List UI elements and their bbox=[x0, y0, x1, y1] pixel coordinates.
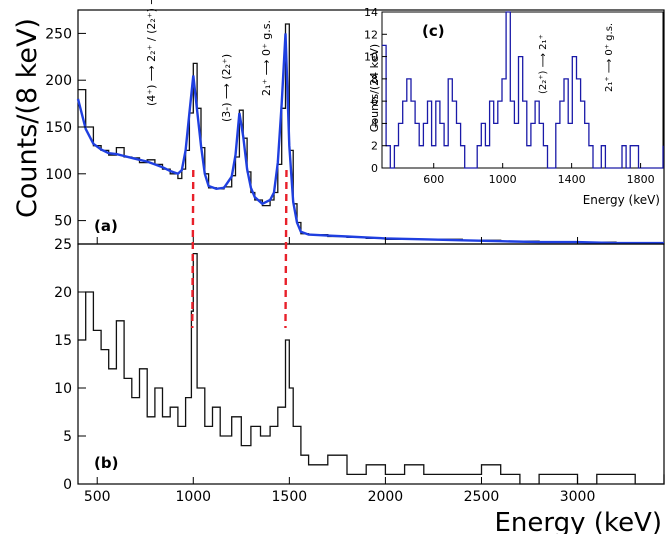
panel-a-tag: (a) bbox=[94, 217, 118, 235]
inset-y-tick-label: 2 bbox=[371, 140, 378, 153]
inset-x-tick-label: 600 bbox=[423, 173, 444, 186]
peak-marker-line bbox=[284, 169, 288, 329]
peak-label-1255: (3-) ⟶ (2₂⁺) bbox=[220, 54, 233, 122]
main-y-axis-label: Counts/(8 keV) bbox=[12, 18, 43, 218]
peak-label-1000: (4⁺) ⟶ 2₂⁺ / (2₂⁺) ⟶ 2₁⁺ bbox=[145, 0, 158, 106]
peak-label-1485: 2₁⁺ ⟶ 0⁺ g.s. bbox=[260, 20, 273, 96]
y-tick-label-b: 20 bbox=[54, 285, 72, 301]
y-tick-label-a: 200 bbox=[45, 73, 72, 89]
inset-y-tick-label: 6 bbox=[371, 95, 378, 108]
inset-x-tick-label: 1400 bbox=[558, 173, 586, 186]
peak-marker-line bbox=[191, 169, 195, 329]
y-tick-label-a: 50 bbox=[54, 214, 72, 230]
inset-y-tick-label: 4 bbox=[371, 117, 378, 130]
y-tick-label-a: 250 bbox=[45, 26, 72, 42]
x-tick-label: 2500 bbox=[464, 489, 500, 505]
x-tick-label: 1000 bbox=[175, 489, 211, 505]
inset-peak-label-1150: (2₂⁺) ⟶ 2₁⁺ bbox=[538, 34, 549, 94]
inset-peak-label-1480: 2₁⁺ ⟶ 0⁺ g.s. bbox=[604, 23, 615, 92]
x-tick-label: 2000 bbox=[368, 489, 404, 505]
y-tick-label-a: 25 bbox=[54, 237, 72, 253]
main-x-axis-label: Energy (keV) bbox=[495, 508, 663, 534]
panel-b: 0 5 10 15 20 500 1000 1500 2000 2500 3000 bbox=[54, 243, 665, 505]
inset-y-tick-label: 0 bbox=[371, 162, 378, 175]
inset-y-tick-label: 10 bbox=[364, 51, 378, 64]
inset-x-tick-label: 1800 bbox=[627, 173, 655, 186]
inset-y-tick-label: 12 bbox=[364, 28, 378, 41]
inset-panel-c: 0 2 4 6 8 10 12 14 600 1000 1400 1800 bbox=[364, 6, 664, 186]
x-tick-label: 3000 bbox=[560, 489, 596, 505]
y-tick-label-b: 15 bbox=[54, 333, 72, 349]
inset-x-axis-label: Energy (keV) bbox=[583, 193, 660, 207]
y-tick-label-b: 5 bbox=[63, 429, 72, 445]
data-histogram-b bbox=[78, 252, 665, 485]
inset-y-axis-label: Counts/(24 keV) bbox=[368, 44, 381, 132]
panel-c-tag: (c) bbox=[422, 22, 445, 40]
x-tick-label: 1500 bbox=[272, 489, 308, 505]
fit-curve bbox=[76, 33, 664, 245]
inset-histogram bbox=[382, 11, 664, 169]
y-tick-label-b: 10 bbox=[54, 381, 72, 397]
inset-y-tick-label: 8 bbox=[371, 73, 378, 86]
inset-x-tick-label: 1000 bbox=[489, 173, 517, 186]
inset-y-tick-label: 14 bbox=[364, 6, 378, 19]
y-tick-label-a: 100 bbox=[45, 167, 72, 183]
panel-b-tag: (b) bbox=[94, 454, 118, 472]
panel-b-frame bbox=[77, 243, 665, 485]
y-tick-label-a: 150 bbox=[45, 120, 72, 136]
y-tick-label-b: 0 bbox=[63, 477, 72, 493]
x-tick-label: 500 bbox=[84, 489, 111, 505]
peak-markers bbox=[191, 169, 288, 329]
